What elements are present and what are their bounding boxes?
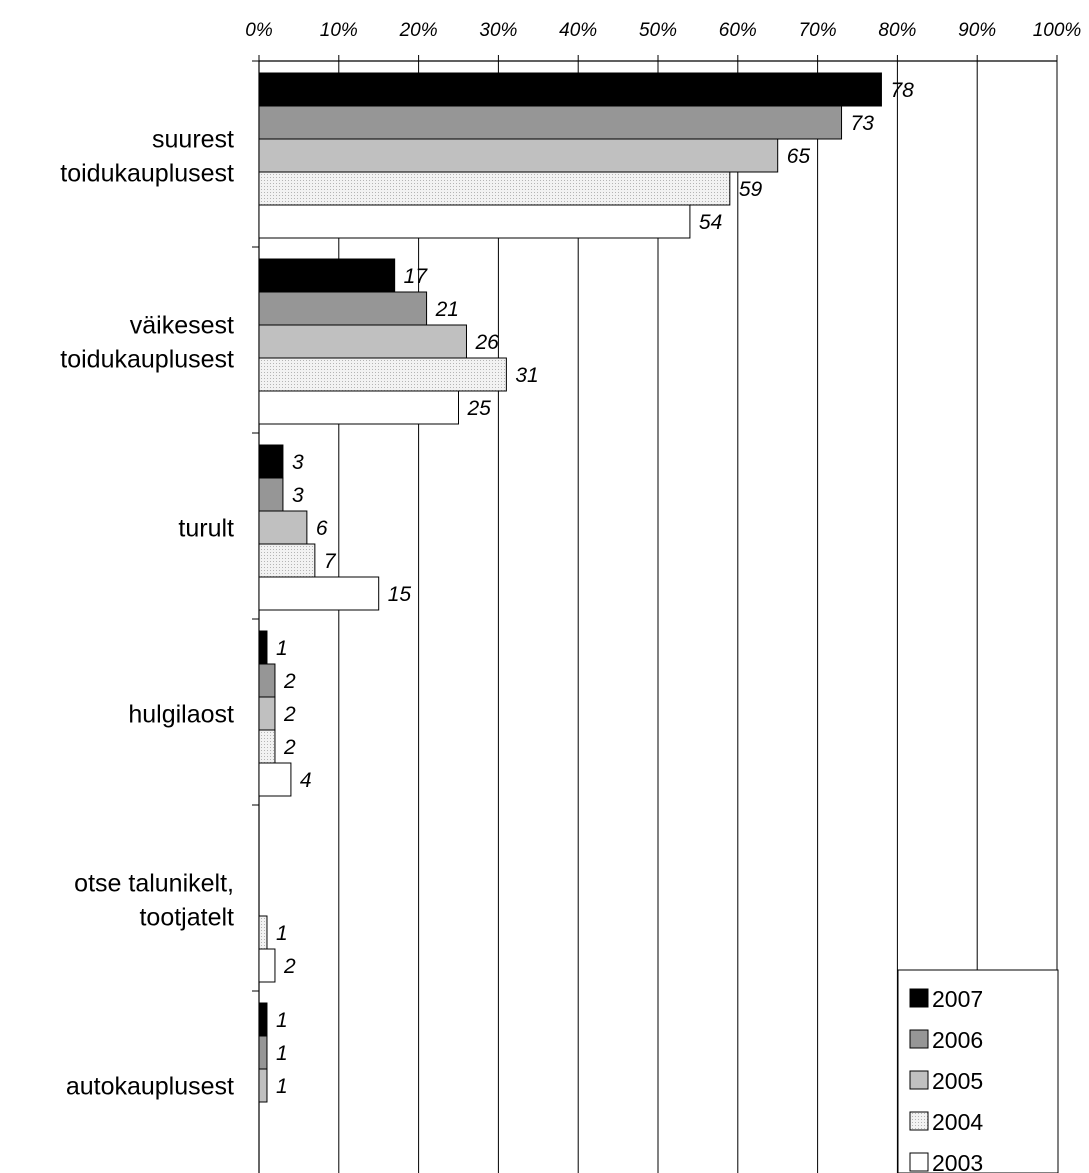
bar	[258, 729, 276, 764]
x-tick-label: 80%	[878, 20, 916, 41]
legend-label: 2006	[932, 1027, 983, 1053]
bar	[258, 696, 276, 731]
legend-swatch	[909, 1070, 929, 1090]
legend-swatch	[909, 1111, 929, 1131]
bar	[258, 915, 268, 950]
data-label: 15	[388, 583, 412, 606]
axes	[252, 55, 1058, 1173]
category-label: väikesest	[130, 312, 234, 340]
category-label: hulgilaost	[128, 701, 234, 729]
category-label: autokauplusest	[66, 1073, 234, 1101]
category-label: suurest	[152, 126, 234, 154]
data-label: 73	[851, 112, 875, 135]
data-label: 6	[316, 517, 328, 540]
x-tick-label: 60%	[719, 20, 757, 41]
category-label: toidukauplusest	[60, 160, 234, 188]
bar	[258, 576, 380, 611]
data-label: 54	[699, 211, 722, 234]
bar	[258, 138, 779, 173]
bar	[258, 543, 316, 578]
bar	[258, 1002, 268, 1037]
data-label: 25	[467, 397, 492, 420]
x-tick-label: 70%	[799, 20, 837, 41]
data-label: 2	[283, 955, 296, 978]
legend-label: 2005	[932, 1068, 983, 1094]
data-label: 26	[474, 331, 499, 354]
data-label: 1	[276, 1075, 288, 1098]
bar	[258, 105, 843, 140]
bar	[258, 444, 284, 479]
bar	[258, 630, 268, 665]
bar	[258, 1068, 268, 1103]
data-label: 17	[404, 265, 429, 288]
legend-swatch	[909, 988, 929, 1008]
x-tick-label: 100%	[1033, 20, 1082, 41]
x-tick-label: 90%	[958, 20, 996, 41]
x-tick-label: 50%	[639, 20, 677, 41]
data-label: 21	[435, 298, 459, 321]
bar	[258, 762, 292, 797]
data-label: 31	[515, 364, 538, 387]
data-label: 65	[787, 145, 811, 168]
data-label: 3	[292, 484, 304, 507]
x-tick-label: 30%	[479, 20, 517, 41]
bar	[258, 357, 507, 392]
bar	[258, 1035, 268, 1070]
bar	[258, 390, 459, 425]
legend-label: 2003	[932, 1150, 983, 1173]
data-label: 2	[283, 736, 296, 759]
data-label: 3	[292, 451, 304, 474]
data-label: 7	[324, 550, 337, 573]
data-label: 2	[283, 703, 296, 726]
data-label: 2	[283, 670, 296, 693]
data-label: 1	[276, 1042, 288, 1065]
data-label: 1	[276, 922, 288, 945]
category-label: otse talunikelt,	[74, 870, 234, 898]
legend-swatch	[909, 1029, 929, 1049]
category-label: toidukauplusest	[60, 346, 234, 374]
legend-swatch	[909, 1152, 929, 1172]
x-tick-label: 20%	[399, 20, 438, 41]
data-label: 1	[276, 1009, 288, 1032]
legend-label: 2007	[932, 986, 983, 1012]
bar	[258, 171, 731, 206]
x-tick-label: 0%	[245, 20, 273, 41]
category-label: tootjatelt	[139, 904, 234, 932]
x-tick-label: 10%	[320, 20, 358, 41]
data-label: 4	[300, 769, 312, 792]
bar	[258, 510, 308, 545]
legend-label: 2004	[932, 1109, 983, 1135]
bar	[258, 72, 882, 107]
data-label: 59	[739, 178, 763, 201]
bar	[258, 204, 691, 239]
category-label: turult	[178, 515, 234, 543]
bar	[258, 258, 396, 293]
legend: 2007 2006 2005 2004 2003	[897, 969, 1059, 1173]
data-label: 1	[276, 637, 288, 660]
bar	[258, 324, 467, 359]
labels: 0% 10% 20% 30% 40% 50% 60% 70% 80% 90% 100%7873655…	[60, 20, 1081, 1101]
bar	[258, 663, 276, 698]
bar	[258, 948, 276, 983]
bar	[258, 477, 284, 512]
data-label: 78	[890, 79, 914, 102]
x-tick-label: 40%	[559, 20, 597, 41]
bar	[258, 291, 428, 326]
bars	[258, 72, 882, 1103]
